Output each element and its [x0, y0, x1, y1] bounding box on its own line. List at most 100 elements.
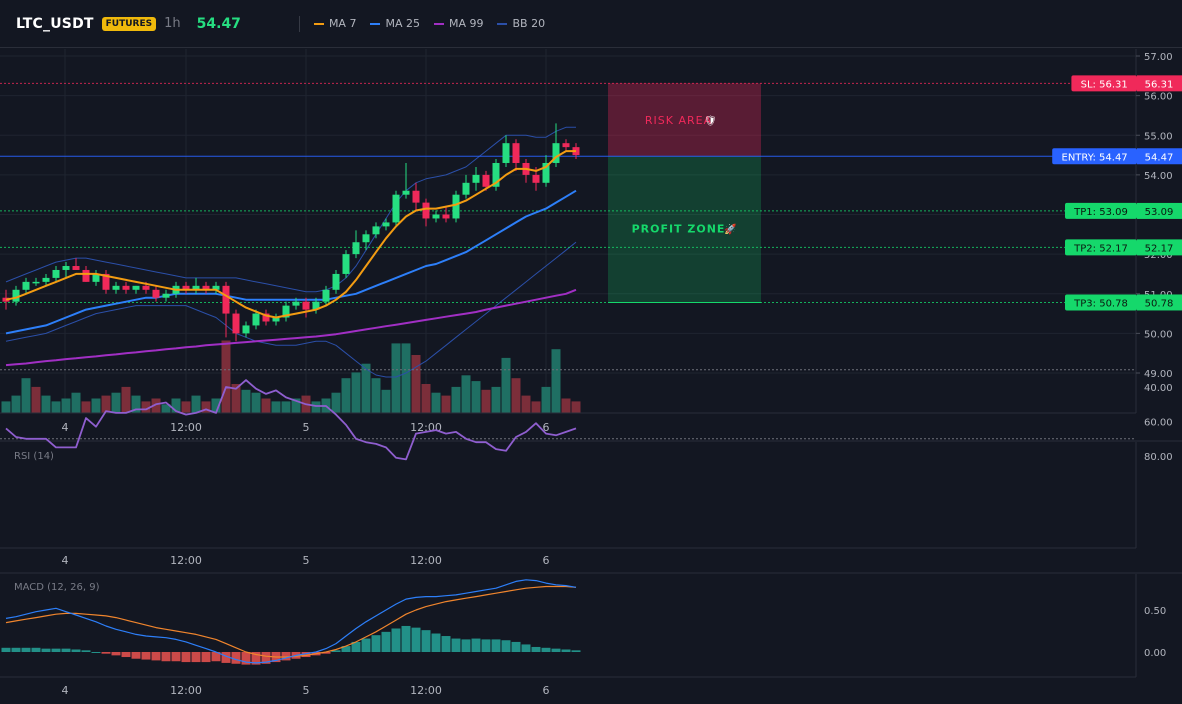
- legend-swatch: [433, 22, 444, 25]
- candle-body: [382, 222, 390, 227]
- volume-bar: [31, 386, 41, 413]
- last-price: 54.47: [196, 15, 241, 32]
- volume-bar: [531, 401, 541, 413]
- level-tag[interactable]: [1052, 148, 1137, 165]
- legend-label: MA 25: [385, 17, 420, 30]
- macd-histogram-bar: [141, 652, 151, 660]
- candle-body: [422, 202, 430, 219]
- macd-histogram-bar: [251, 652, 261, 665]
- rocket-icon: 🚀: [724, 222, 737, 235]
- macd-histogram-bar: [31, 647, 41, 652]
- candle-body: [32, 281, 40, 284]
- ma25-line: [5, 189, 577, 335]
- time-tick-label: 12:00: [170, 684, 202, 697]
- volume-bar: [161, 404, 171, 413]
- volume-bar: [191, 395, 201, 413]
- macd-histogram-bar: [201, 652, 211, 663]
- level-tag[interactable]: [1071, 75, 1137, 92]
- candle-body: [532, 174, 540, 183]
- legend-ma99[interactable]: MA 99: [433, 17, 483, 30]
- macd-histogram-bar: [361, 638, 371, 652]
- candle-body: [52, 269, 60, 278]
- volume-bar: [471, 381, 481, 413]
- price-tick-label: 50.00: [1144, 329, 1173, 340]
- candle-body: [92, 273, 100, 282]
- volume-bar: [391, 343, 401, 413]
- interval-label[interactable]: 1h: [164, 16, 181, 31]
- candle-body: [292, 301, 300, 306]
- rsi-title: RSI (14): [14, 451, 54, 462]
- volume-bar: [521, 395, 531, 413]
- macd-histogram-bar: [1, 647, 11, 652]
- macd-histogram-bar: [41, 648, 51, 652]
- level-price-label: 52.17: [1145, 243, 1174, 254]
- level-tag[interactable]: [1065, 239, 1137, 256]
- volume-bar: [271, 401, 281, 413]
- legend-bb20[interactable]: BB 20: [497, 17, 545, 30]
- macd-histogram-bar: [61, 648, 71, 652]
- risk-area-zone[interactable]: [608, 83, 761, 157]
- macd-tick-label: 0.50: [1144, 606, 1166, 617]
- candle-body: [542, 162, 550, 183]
- macd-histogram-bar: [331, 650, 341, 652]
- volume-bar: [11, 395, 21, 413]
- macd-histogram-bar: [171, 652, 181, 662]
- candle-body: [262, 313, 270, 322]
- volume-bar: [461, 375, 471, 413]
- rsi-pane[interactable]: RSI (14) 80.00 60.00 40.00 4 12:00 5 12:00 6: [0, 369, 1182, 574]
- macd-line: [5, 579, 577, 664]
- macd-histogram-bar: [531, 646, 541, 652]
- legend-swatch: [313, 22, 324, 25]
- candle-body: [22, 281, 30, 290]
- level-tag[interactable]: [1065, 294, 1137, 311]
- profit-zone[interactable]: [608, 156, 761, 303]
- price-tick-label: 55.00: [1144, 131, 1173, 142]
- level-price-tag: [1137, 75, 1182, 92]
- legend-ma25[interactable]: MA 25: [370, 17, 420, 30]
- level-tag[interactable]: [1065, 202, 1137, 219]
- time-tick-label: 6: [543, 684, 550, 697]
- candle-body: [82, 269, 90, 282]
- volume-bar: [381, 389, 391, 413]
- legend-swatch: [370, 22, 381, 25]
- level-price-label: 53.09: [1145, 207, 1174, 218]
- volume-bar: [41, 395, 51, 413]
- macd-histogram-bar: [521, 644, 531, 652]
- time-tick-label: 12:00: [410, 684, 442, 697]
- candle-body: [132, 285, 140, 290]
- candle-body: [152, 289, 160, 298]
- candle-body: [42, 277, 50, 282]
- time-tick-label: 12:00: [170, 421, 202, 434]
- macd-histogram-bar: [21, 647, 31, 652]
- volume-bar: [561, 398, 571, 413]
- level-price-tag: [1137, 294, 1182, 311]
- volume-bar: [131, 395, 141, 413]
- macd-histogram-bar: [481, 639, 491, 652]
- level-tag-label: SL: 56.31: [1081, 79, 1128, 90]
- level-price-label: 56.31: [1145, 79, 1174, 90]
- legend-ma7[interactable]: MA 7: [313, 17, 356, 30]
- volume-bar: [141, 401, 151, 413]
- volume-bar: [571, 401, 581, 413]
- volume-bar: [21, 378, 31, 413]
- volume-bar: [291, 398, 301, 413]
- level-price-tag: [1137, 239, 1182, 256]
- macd-histogram-bar: [471, 638, 481, 652]
- macd-histogram-bar: [451, 638, 461, 652]
- macd-histogram-bar: [221, 652, 231, 663]
- volume-bar: [91, 398, 101, 413]
- main-price-pane[interactable]: RISK AREA🛡 PROFIT ZONE🚀 57.00 56.00 55.00 54.…: [0, 49, 1182, 442]
- macd-pane[interactable]: MACD (12, 26, 9) 0.50 0.00 4 12:00 5 12:00 6: [0, 574, 1166, 697]
- symbol-name[interactable]: LTC_USDT: [16, 15, 94, 32]
- volume-bar: [311, 401, 321, 413]
- candle-body: [122, 285, 130, 290]
- macd-histogram-bar: [571, 650, 581, 652]
- volume-bar: [81, 401, 91, 413]
- risk-area-label: RISK AREA: [645, 114, 712, 127]
- macd-histogram-bar: [81, 650, 91, 652]
- ma7-line: [5, 150, 576, 319]
- volume-bar: [121, 386, 131, 413]
- candle-body: [192, 285, 200, 290]
- time-tick-label: 4: [62, 554, 69, 567]
